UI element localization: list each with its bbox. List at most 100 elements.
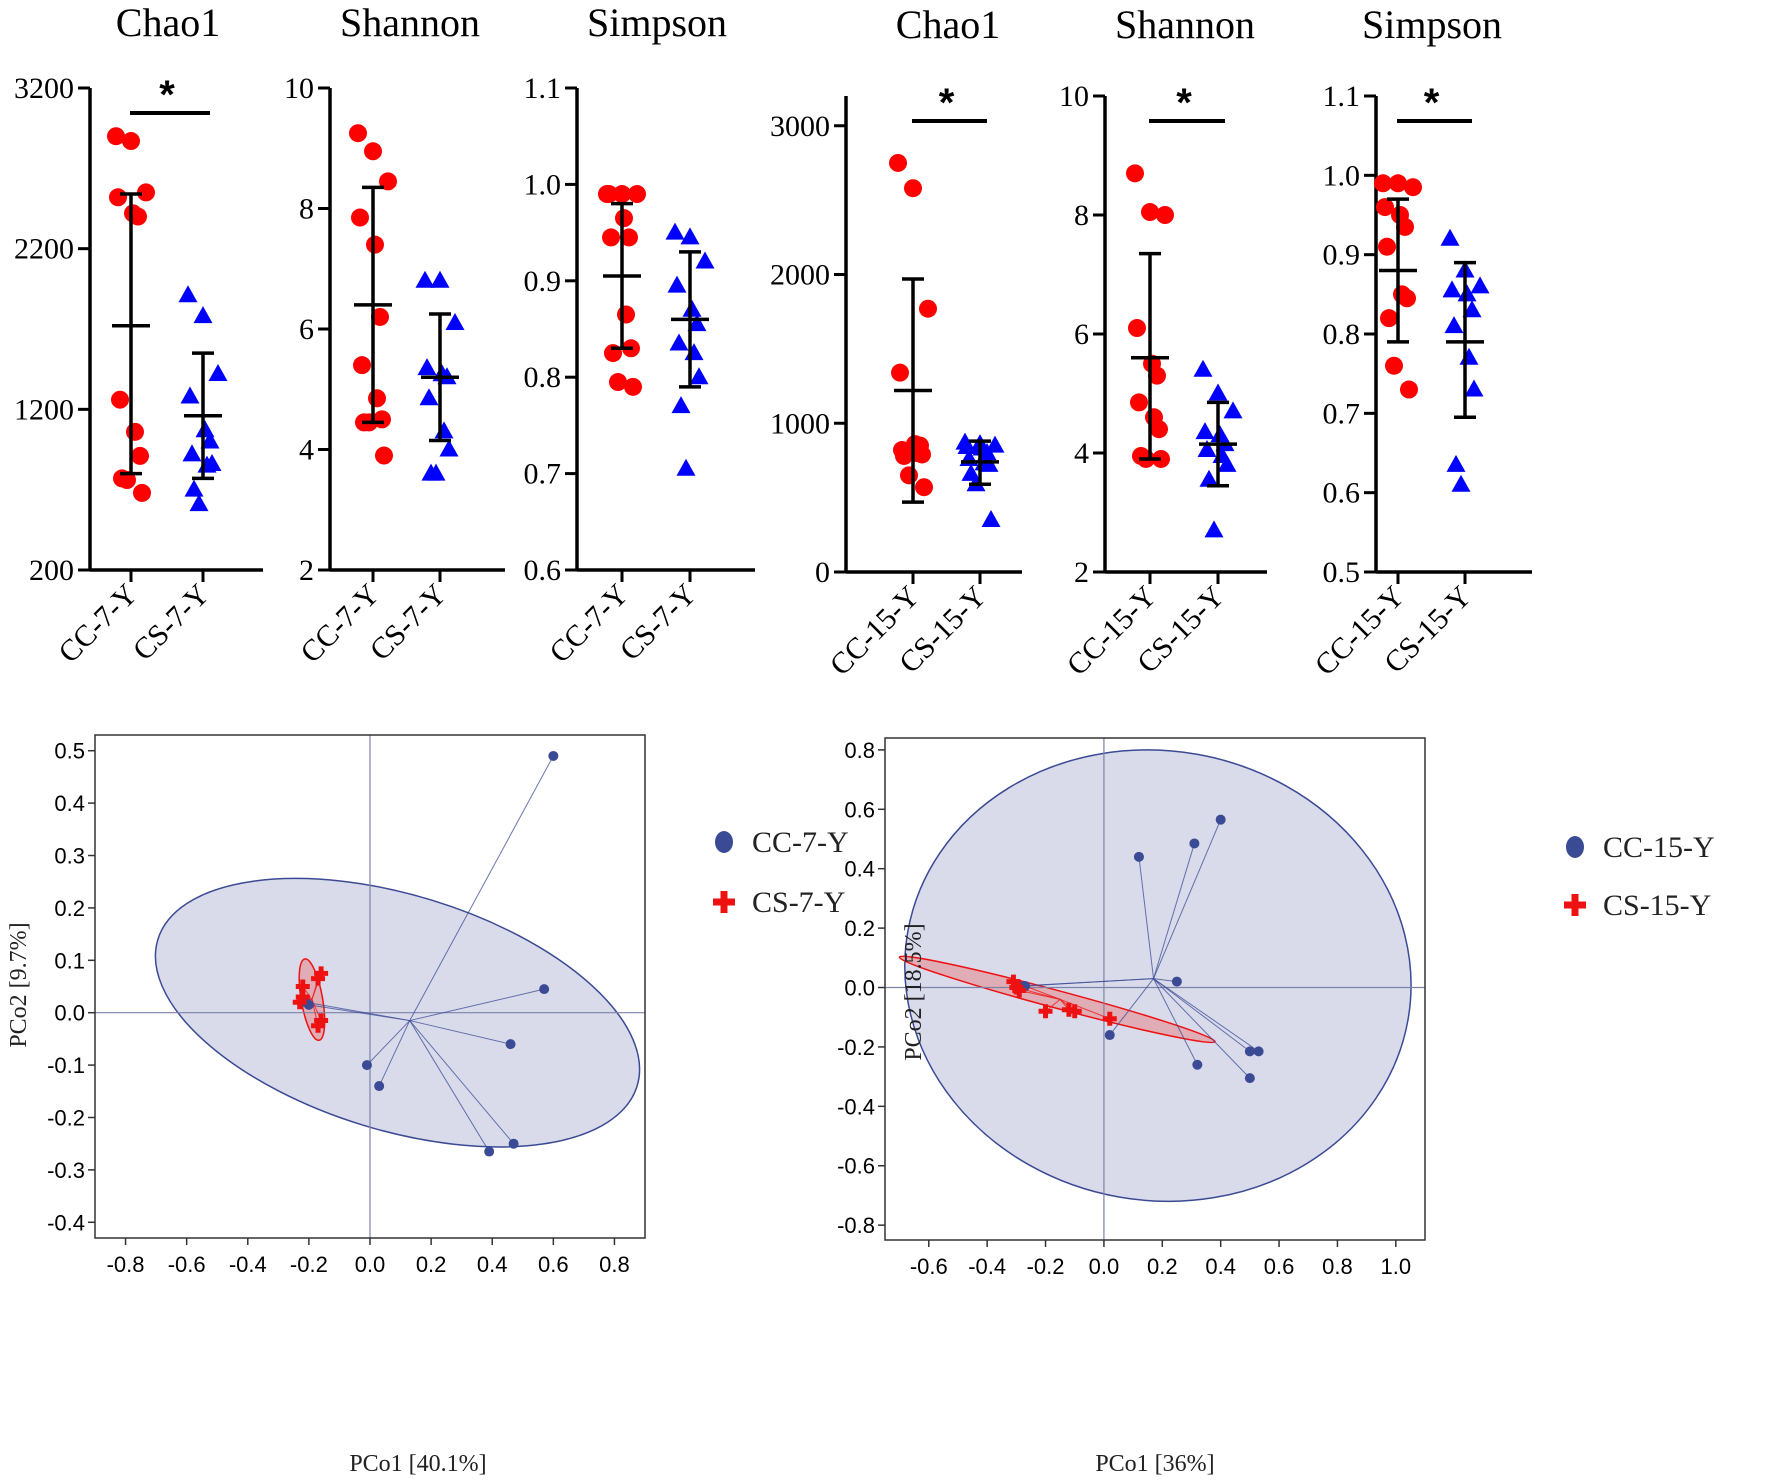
y-tick-label: -0.4 [47, 1210, 85, 1235]
pcoa-point-CS-15-Y [1038, 1004, 1053, 1019]
data-point-CS-15-Y [1193, 359, 1213, 377]
y-tick-label: 8 [299, 193, 314, 226]
data-point-CS-7-Y [695, 251, 715, 269]
data-point-CS-7-Y [434, 421, 454, 439]
legend-label: CC-15-Y [1603, 831, 1715, 864]
legend-label: CS-7-Y [752, 886, 845, 919]
data-point-CS-15-Y [977, 443, 997, 460]
spider-line-CC-15-Y [1153, 819, 1222, 979]
data-point-CC-15-Y [915, 478, 933, 497]
y-tick-label: 10 [1059, 80, 1089, 113]
x-tick-label: 0.6 [538, 1252, 569, 1277]
x-tick-label: 0.2 [416, 1252, 447, 1277]
spider-line-CC-7-Y [378, 1020, 411, 1087]
data-point-CC-7-Y [126, 422, 144, 441]
data-point-CC-15-Y [1389, 174, 1407, 193]
x-tick-label: CC-7-Y [52, 578, 144, 670]
y-tick-label: 0.0 [54, 1001, 85, 1026]
y-tick-label: 6 [299, 313, 314, 346]
data-point-CC-15-Y [1128, 319, 1146, 338]
data-point-CC-7-Y [617, 305, 635, 324]
y-tick-label: 2000 [770, 259, 830, 292]
pcoa-point-CC-15-Y [1189, 838, 1200, 849]
data-point-CS-7-Y [667, 275, 687, 293]
data-point-CC-15-Y [1148, 366, 1166, 385]
chart-title: Shannon [1115, 2, 1255, 47]
data-point-CS-7-Y [676, 458, 696, 476]
dot-plot-1: Chao1 200 1200 2200 3200 CC-7-YCS-7-Y * [14, 0, 263, 669]
y-tick-label: -0.1 [47, 1053, 85, 1078]
data-point-CS-15-Y [1470, 276, 1490, 294]
x-tick-label: 0.0 [355, 1252, 386, 1277]
x-tick-label: CS-7-Y [127, 578, 216, 667]
x-tick-label: 0.2 [1147, 1254, 1178, 1279]
x-tick-label: 0.4 [477, 1252, 508, 1277]
y-tick-label: -0.6 [837, 1154, 875, 1179]
data-point-CC-7-Y [351, 208, 369, 227]
x-tick-label: 1.0 [1381, 1254, 1412, 1279]
pcoa-point-CC-7-Y [508, 1138, 519, 1149]
data-point-CC-7-Y [624, 377, 642, 396]
y-tick-label: 0.8 [524, 361, 562, 394]
y-tick-label: 0.5 [1323, 556, 1361, 589]
y-tick-label: 1.0 [1323, 159, 1361, 192]
legend-marker-cross [1564, 894, 1586, 916]
data-point-CS-7-Y [200, 431, 220, 449]
data-point-CS-15-Y [1459, 347, 1479, 365]
data-point-CS-7-Y [687, 314, 707, 332]
y-tick-label: 0.4 [54, 791, 85, 816]
chart-title: Simpson [1362, 2, 1502, 47]
data-point-CC-15-Y [1130, 393, 1148, 412]
y-tick-label: 1.1 [1323, 80, 1361, 113]
spider-line-CC-15-Y [1153, 978, 1259, 1052]
x-tick-label: -0.8 [107, 1252, 145, 1277]
y-tick-label: 0.0 [844, 976, 875, 1001]
data-point-CC-7-Y [609, 373, 627, 392]
chart-title: Chao1 [116, 0, 220, 45]
data-point-CC-15-Y [919, 299, 937, 318]
pcoa-plot-2: -0.6 -0.4 -0.2 0.0 0.2 0.4 0.6 0.8 1.0 -0.8 -0.6 -0… [837, 737, 1715, 1477]
data-point-CC-7-Y [133, 483, 151, 502]
spider-line-CS-15-Y [1059, 998, 1110, 1020]
x-tick-label: 0.8 [1322, 1254, 1353, 1279]
data-point-CS-7-Y [680, 227, 700, 245]
y-tick-label: 1000 [770, 407, 830, 440]
y-tick-label: 6 [1074, 318, 1089, 351]
data-point-CC-7-Y [620, 228, 638, 247]
pcoa-point-CS-7-Y [295, 989, 310, 1004]
data-point-CC-7-Y [349, 124, 367, 143]
x-tick-label: 0.0 [1089, 1254, 1120, 1279]
data-point-CS-15-Y [1217, 454, 1237, 472]
legend-marker-circle [715, 831, 733, 853]
y-axis-label: PCo2 [18.5%] [901, 923, 927, 1060]
data-point-CC-15-Y [1150, 420, 1168, 439]
y-tick-label: 4 [299, 434, 314, 467]
legend: CC-15-Y CS-15-Y [1564, 831, 1715, 922]
pcoa-point-CS-7-Y [314, 1013, 329, 1028]
data-point-CC-15-Y [1404, 178, 1422, 197]
y-tick-label: -0.2 [837, 1035, 875, 1060]
data-point-CS-15-Y [981, 509, 1001, 527]
data-point-CS-15-Y [1462, 300, 1482, 318]
data-point-CS-15-Y [1457, 284, 1477, 302]
y-tick-label: 2 [299, 554, 314, 587]
data-point-CS-7-Y [684, 343, 704, 361]
data-point-CS-7-Y [419, 388, 439, 406]
data-point-CS-15-Y [1464, 379, 1484, 397]
y-tick-label: 3000 [770, 110, 830, 143]
dot-plot-2: Shannon 2 4 6 8 10 CC-7-YCS-7-Y [284, 0, 505, 669]
data-point-CS-7-Y [417, 358, 437, 376]
data-point-CS-7-Y [184, 479, 204, 497]
y-tick-label: 0.6 [844, 797, 875, 822]
data-point-CS-15-Y [1442, 280, 1462, 298]
x-tick-label: 0.6 [1264, 1254, 1295, 1279]
data-point-CS-7-Y [430, 270, 450, 288]
data-point-CS-15-Y [1444, 316, 1464, 334]
y-tick-label: 0.7 [1323, 397, 1361, 430]
spider-line-CC-15-Y [1153, 843, 1195, 979]
pcoa-point-CC-7-Y [505, 1039, 516, 1050]
pcoa-point-CC-15-Y [1192, 1059, 1203, 1070]
y-tick-label: -0.4 [837, 1094, 875, 1119]
y-tick-label: 0.5 [54, 739, 85, 764]
